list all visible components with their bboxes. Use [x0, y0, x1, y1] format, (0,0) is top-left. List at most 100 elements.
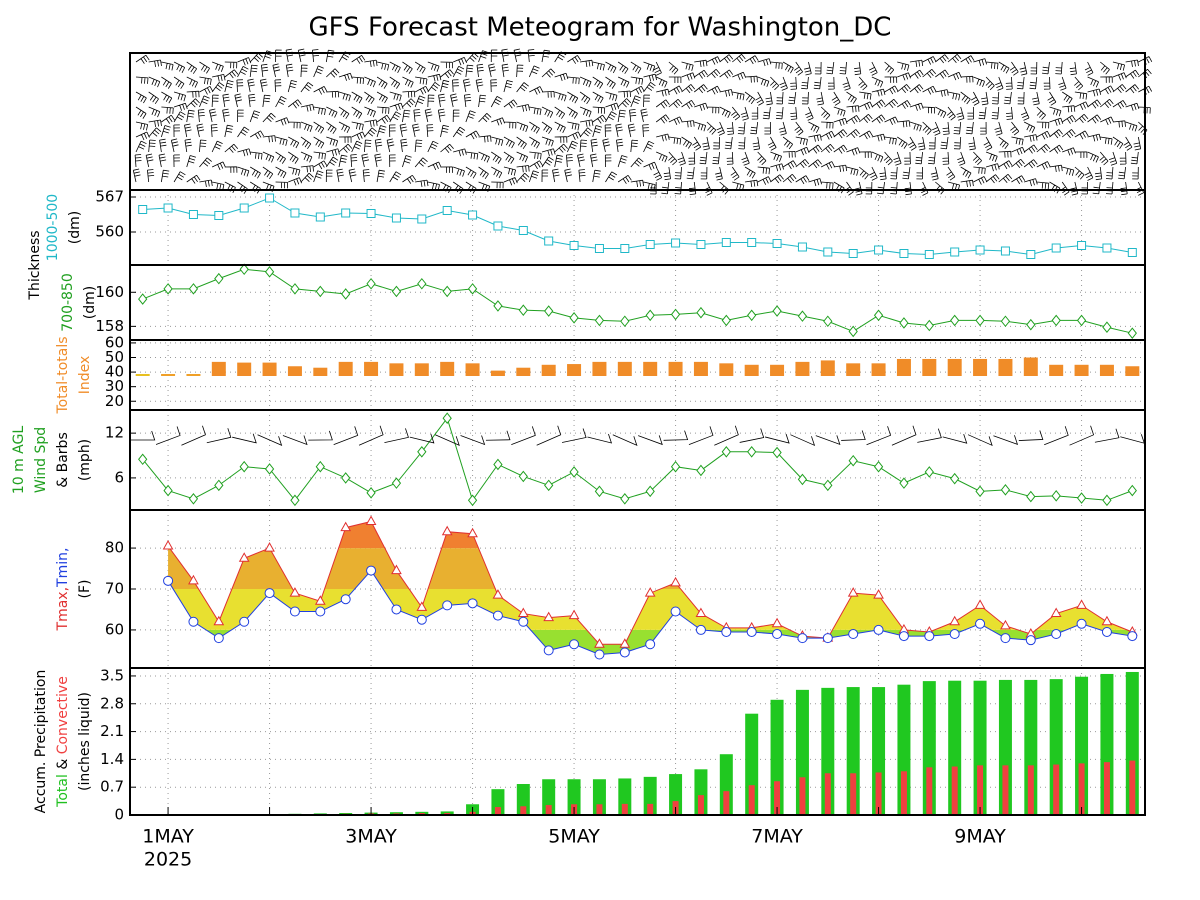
y-axis-label-part: Accum. Precipitation: [33, 670, 49, 814]
marker: [163, 203, 173, 213]
bar: [621, 803, 628, 815]
marker: [442, 285, 452, 298]
marker: [1101, 615, 1113, 626]
y-axis-label-part: 1000-500: [45, 194, 61, 261]
marker: [391, 285, 402, 298]
marker: [417, 277, 427, 290]
bar: [875, 772, 882, 815]
marker: [416, 614, 427, 625]
marker: [645, 240, 655, 249]
bar: [821, 687, 835, 815]
marker: [543, 611, 555, 622]
bar: [693, 361, 708, 376]
marker: [341, 472, 351, 484]
marker: [696, 306, 706, 319]
y-axis-label-part: Index: [77, 356, 93, 395]
bar: [719, 363, 734, 376]
y-axis-label-part: 10 m AGL: [11, 426, 27, 495]
marker: [950, 247, 960, 257]
x-tick-label: 1MAY: [142, 826, 194, 848]
y-tick-label: 3.5: [100, 666, 124, 684]
bar: [872, 687, 886, 815]
marker: [518, 304, 528, 316]
marker: [1026, 318, 1036, 331]
bar: [567, 364, 582, 376]
bar: [1125, 366, 1140, 376]
marker: [950, 472, 960, 485]
marker: [1000, 633, 1011, 644]
bar: [1049, 364, 1064, 376]
marker: [138, 293, 148, 305]
marker: [645, 485, 655, 498]
marker: [823, 247, 833, 257]
marker: [873, 624, 884, 635]
marker: [619, 638, 631, 648]
marker: [924, 631, 935, 642]
marker: [213, 633, 224, 644]
bar: [820, 360, 835, 376]
bar: [491, 789, 505, 815]
marker: [442, 412, 452, 425]
bar: [897, 684, 911, 815]
marker: [569, 241, 579, 250]
bar: [799, 777, 806, 815]
bar: [744, 364, 759, 376]
wind-barbs-row: [130, 425, 1145, 447]
marker: [264, 463, 275, 475]
marker: [518, 226, 528, 235]
marker: [975, 245, 985, 255]
bar: [694, 769, 708, 815]
series-line: [142, 417, 1133, 502]
y-axis-label: 1000-500: [45, 194, 61, 261]
marker: [823, 315, 833, 328]
chart-title: GFS Forecast Meteogram for Washington_DC: [309, 13, 892, 43]
y-axis-label-part: (dm): [82, 286, 98, 319]
marker: [848, 249, 858, 258]
bar: [414, 363, 429, 376]
marker: [290, 283, 300, 295]
y-axis-label: Wind Spd: [33, 427, 49, 493]
bar: [998, 679, 1012, 815]
bar: [490, 370, 505, 376]
marker: [797, 242, 807, 252]
bar: [237, 362, 252, 376]
marker: [569, 312, 579, 324]
x-tick-label: 7MAY: [751, 826, 803, 848]
marker: [695, 607, 707, 618]
marker: [975, 314, 985, 327]
bar: [1099, 364, 1114, 376]
bar: [770, 364, 785, 376]
marker: [314, 595, 326, 605]
marker: [822, 633, 833, 644]
bar: [494, 807, 501, 815]
bar: [896, 358, 911, 376]
y-axis-label-part: Total: [55, 774, 71, 808]
marker: [671, 238, 681, 248]
marker: [138, 205, 148, 214]
marker: [1127, 484, 1137, 497]
bar: [922, 681, 936, 815]
y-tick-label: 20: [105, 392, 124, 410]
y-axis-label: (F): [77, 580, 93, 599]
marker: [670, 576, 681, 587]
marker: [898, 631, 909, 642]
marker: [264, 588, 275, 599]
bar: [542, 779, 556, 815]
y-tick-label: 560: [95, 223, 124, 241]
bar: [1024, 679, 1038, 815]
y-axis-label-part: (dm): [67, 211, 83, 244]
marker: [517, 607, 529, 618]
bar: [389, 363, 404, 376]
marker: [696, 240, 706, 249]
marker: [213, 615, 225, 626]
bar: [719, 754, 733, 815]
bar: [186, 374, 201, 376]
bar: [871, 363, 886, 376]
bar: [465, 363, 480, 376]
marker: [290, 208, 300, 218]
marker: [417, 445, 427, 458]
bar: [592, 361, 607, 376]
range-fill: [168, 548, 681, 590]
